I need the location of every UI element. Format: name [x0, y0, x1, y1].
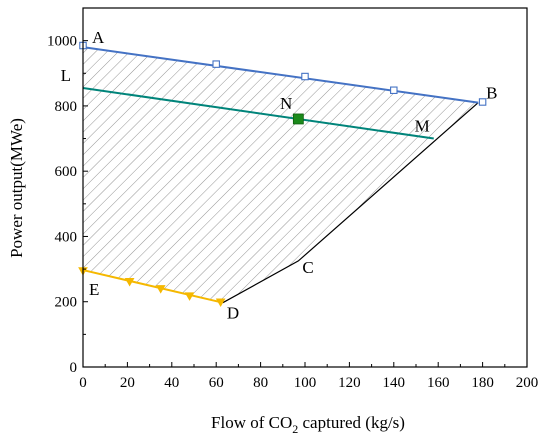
- x-tick-label: 0: [79, 375, 87, 391]
- point-label-n: N: [280, 94, 292, 113]
- series-line-1: [82, 86, 434, 140]
- x-tick-label: 200: [516, 375, 539, 391]
- y-tick-label: 200: [55, 295, 78, 311]
- series-marker-0: [390, 86, 398, 94]
- series-line-0: [82, 46, 479, 104]
- y-tick-label: 600: [55, 164, 78, 180]
- series-marker-2: [155, 285, 166, 294]
- series-marker-2: [215, 298, 226, 308]
- y-tick-label: 1000: [47, 34, 77, 50]
- x-tick-label: 20: [120, 375, 135, 391]
- x-tick-label: 40: [164, 375, 179, 391]
- x-tick-label: 100: [294, 375, 317, 391]
- point-label-e: E: [89, 280, 99, 299]
- x-tick-label: 160: [427, 375, 450, 391]
- hatched-region: [83, 47, 479, 303]
- x-tick-label: 60: [209, 375, 224, 391]
- x-tick-label: 180: [471, 375, 494, 391]
- x-tick-label: 120: [338, 375, 361, 391]
- highlight-point-marker: [292, 113, 304, 125]
- y-tick-label: 400: [55, 229, 78, 245]
- series-marker-2: [184, 292, 195, 301]
- y-tick-label: 800: [55, 99, 78, 115]
- point-labels: A B L M C D E N: [61, 28, 498, 323]
- x-axis-label: Flow of CO2 captured (kg/s): [211, 413, 405, 436]
- point-label-m: M: [415, 117, 430, 136]
- boundary-line: [222, 102, 479, 304]
- y-axis-label: Power output(MWe): [7, 118, 26, 258]
- x-tick-label: 140: [383, 375, 406, 391]
- x-tick-label: 80: [253, 375, 268, 391]
- point-label-c: C: [302, 258, 313, 277]
- axes: 0 20 40 60 80 100 120 140 160 180 200 0 200 400 600 800…: [47, 7, 539, 391]
- series-marker-2: [124, 277, 135, 287]
- point-label-l: L: [61, 66, 71, 85]
- point-label-d: D: [227, 304, 239, 323]
- series-line-2: [82, 269, 224, 304]
- plot-area: [78, 41, 487, 308]
- series-marker-0: [478, 98, 487, 106]
- series-marker-0: [301, 72, 309, 81]
- series-marker-0: [212, 60, 220, 68]
- point-label-a: A: [92, 28, 105, 47]
- point-label-b: B: [486, 84, 497, 103]
- y-tick-label: 0: [70, 360, 78, 376]
